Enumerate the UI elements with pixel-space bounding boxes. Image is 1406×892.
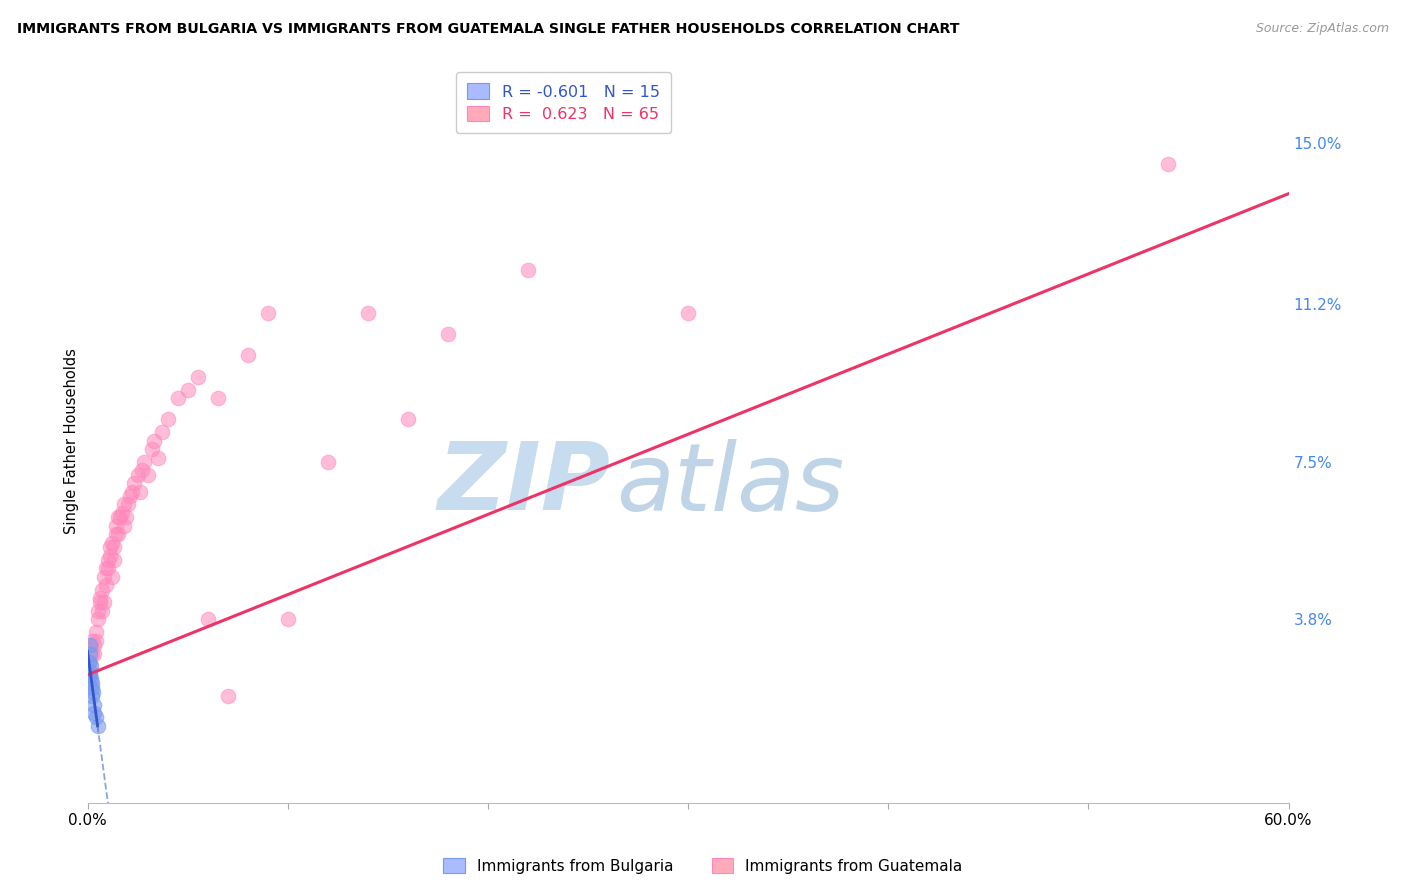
Point: [93, 595, 115, 609]
Point: [128, 484, 150, 499]
Point: [187, 369, 209, 384]
Point: [79, 667, 101, 681]
Point: [90, 582, 112, 597]
Point: [80, 647, 103, 661]
Point: [84, 625, 107, 640]
Y-axis label: Single Father Households: Single Father Households: [65, 348, 79, 533]
Point: [146, 450, 169, 465]
Text: atlas: atlas: [616, 439, 844, 530]
Point: [80, 633, 103, 648]
Point: [236, 349, 259, 363]
Point: [132, 455, 155, 469]
Point: [80, 689, 103, 703]
Point: [207, 391, 229, 405]
Point: [86, 604, 108, 618]
Point: [676, 306, 699, 320]
Point: [131, 463, 153, 477]
Point: [80, 676, 103, 690]
Point: [108, 510, 131, 524]
Point: [1157, 157, 1180, 171]
Point: [98, 549, 121, 563]
Point: [107, 510, 129, 524]
Point: [97, 561, 120, 575]
Point: [83, 638, 105, 652]
Point: [80, 681, 103, 695]
Point: [127, 467, 149, 482]
Point: [136, 467, 159, 482]
Point: [100, 570, 122, 584]
Point: [90, 604, 112, 618]
Point: [104, 527, 127, 541]
Point: [114, 510, 136, 524]
Point: [166, 391, 188, 405]
Point: [176, 383, 198, 397]
Point: [84, 710, 107, 724]
Point: [86, 719, 108, 733]
Text: IMMIGRANTS FROM BULGARIA VS IMMIGRANTS FROM GUATEMALA SINGLE FATHER HOUSEHOLDS C: IMMIGRANTS FROM BULGARIA VS IMMIGRANTS F…: [17, 22, 959, 37]
Point: [77, 655, 100, 669]
Point: [110, 506, 132, 520]
Point: [104, 518, 127, 533]
Point: [98, 540, 121, 554]
Point: [117, 498, 139, 512]
Point: [79, 667, 101, 681]
Legend: R = -0.601   N = 15, R =  0.623   N = 65: R = -0.601 N = 15, R = 0.623 N = 65: [456, 72, 671, 133]
Point: [217, 689, 239, 703]
Point: [89, 595, 111, 609]
Point: [83, 647, 105, 661]
Point: [103, 540, 125, 554]
Point: [86, 612, 108, 626]
Point: [83, 698, 105, 712]
Point: [396, 412, 419, 426]
Point: [84, 633, 107, 648]
Point: [89, 591, 111, 606]
Point: [94, 561, 117, 575]
Point: [79, 655, 101, 669]
Text: Source: ZipAtlas.com: Source: ZipAtlas.com: [1256, 22, 1389, 36]
Point: [93, 570, 115, 584]
Point: [79, 638, 101, 652]
Point: [79, 659, 101, 673]
Point: [121, 484, 143, 499]
Point: [118, 489, 141, 503]
Point: [83, 706, 105, 720]
Point: [103, 553, 125, 567]
Point: [142, 434, 165, 448]
Point: [112, 498, 135, 512]
Point: [156, 412, 179, 426]
Point: [97, 553, 120, 567]
Point: [277, 612, 299, 626]
Point: [100, 536, 122, 550]
Point: [150, 425, 173, 439]
Point: [316, 455, 339, 469]
Point: [357, 306, 380, 320]
Point: [82, 685, 104, 699]
Point: [94, 578, 117, 592]
Legend: Immigrants from Bulgaria, Immigrants from Guatemala: Immigrants from Bulgaria, Immigrants fro…: [437, 852, 969, 880]
Point: [122, 476, 145, 491]
Text: ZIP: ZIP: [437, 438, 610, 530]
Point: [141, 442, 163, 457]
Point: [516, 263, 538, 277]
Point: [112, 518, 135, 533]
Point: [79, 647, 101, 661]
Point: [437, 327, 460, 342]
Point: [197, 612, 219, 626]
Point: [79, 672, 101, 686]
Point: [79, 664, 101, 678]
Point: [107, 527, 129, 541]
Point: [256, 306, 278, 320]
